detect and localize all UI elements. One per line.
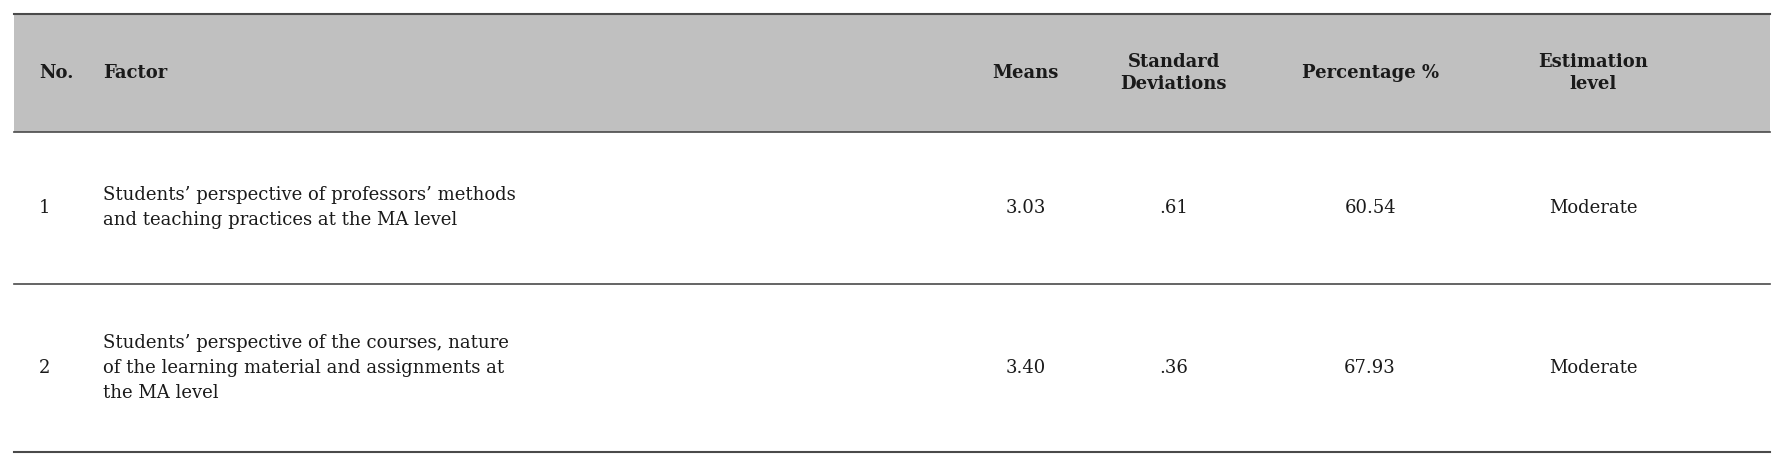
Text: Moderate: Moderate [1549,359,1638,377]
Text: Estimation
level: Estimation level [1538,53,1648,93]
Text: 3.03: 3.03 [1006,199,1045,217]
Text: .61: .61 [1160,199,1188,217]
Text: No.: No. [39,64,73,82]
Text: Students’ perspective of the courses, nature
of the learning material and assign: Students’ perspective of the courses, na… [103,334,510,402]
Text: Students’ perspective of professors’ methods
and teaching practices at the MA le: Students’ perspective of professors’ met… [103,186,516,229]
Text: .36: .36 [1160,359,1188,377]
Text: Means: Means [992,64,1060,82]
Bar [14,14,1770,132]
Text: 1: 1 [39,199,50,217]
Text: 3.40: 3.40 [1006,359,1045,377]
Text: Factor: Factor [103,64,168,82]
Text: 2: 2 [39,359,50,377]
Text: Standard
Deviations: Standard Deviations [1120,53,1227,93]
Text: 67.93: 67.93 [1343,359,1397,377]
Text: Moderate: Moderate [1549,199,1638,217]
Text: Percentage %: Percentage % [1302,64,1438,82]
Text: 60.54: 60.54 [1345,199,1395,217]
